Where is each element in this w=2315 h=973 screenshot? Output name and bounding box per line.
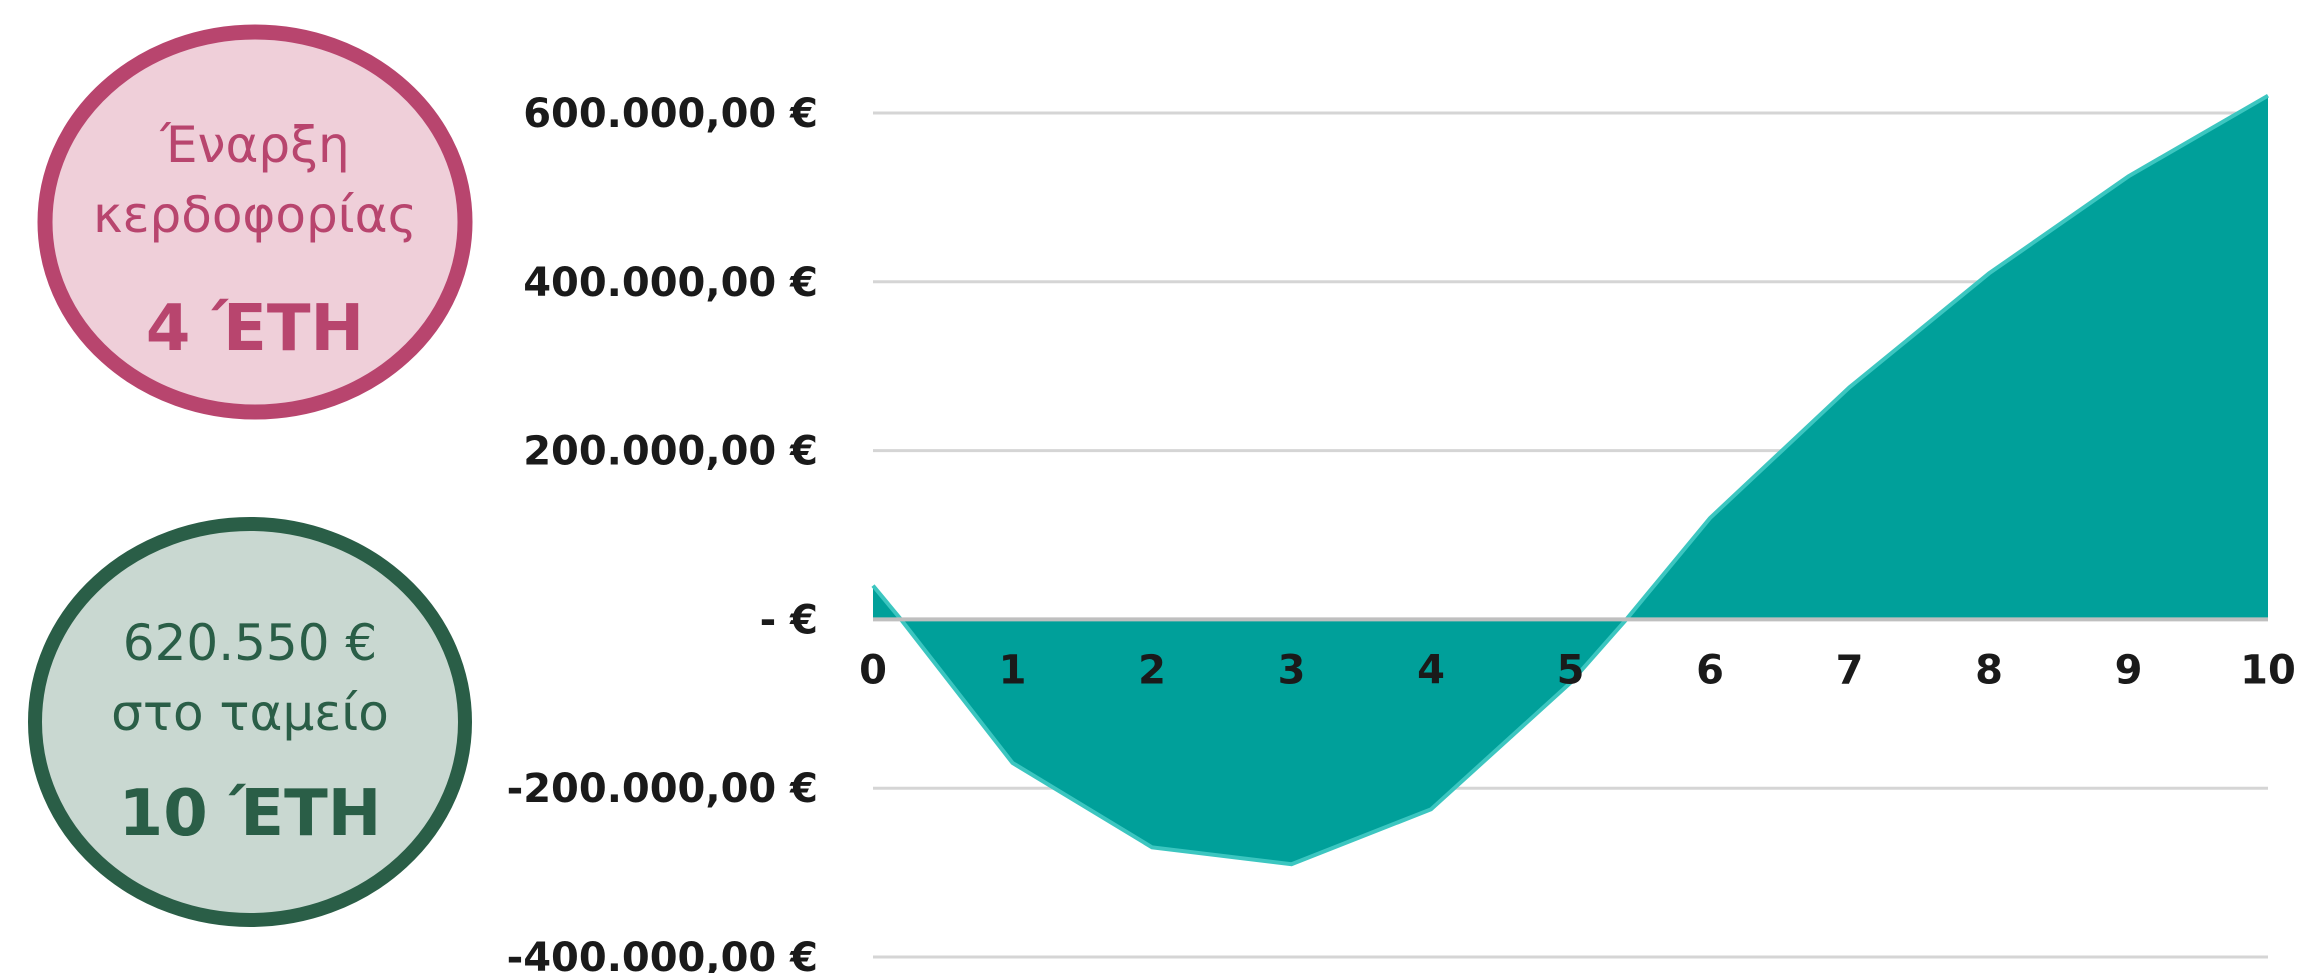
- x-tick-label: 2: [1138, 647, 1166, 693]
- profit-start-value: 4 ΈΤΗ: [146, 292, 364, 366]
- y-tick-label: -400.000,00 €: [507, 935, 818, 973]
- profit-start-badge-circle: [37, 24, 473, 420]
- x-tick-label: 9: [2115, 647, 2143, 693]
- profit-start-badge: Έναρξη κερδοφορίας 4 ΈΤΗ: [37, 24, 473, 420]
- cash-flow-area: [873, 95, 2268, 865]
- x-axis-tick-labels: 0 1 2 3 4 5 6 7 8 9 10: [859, 647, 2296, 693]
- cash-label-line2: στο ταμείο: [111, 684, 389, 742]
- y-tick-label: - €: [760, 597, 818, 643]
- x-tick-label: 6: [1696, 647, 1724, 693]
- y-tick-label: 600.000,00 €: [523, 91, 818, 137]
- x-tick-label: 8: [1975, 647, 2003, 693]
- x-tick-label: 5: [1557, 647, 1585, 693]
- y-axis-tick-labels: 600.000,00 € 400.000,00 € 200.000,00 € - € -…: [507, 91, 818, 973]
- cash-badge: 620.550 € στο ταμείο 10 ΈΤΗ: [28, 517, 472, 927]
- area-chart: 600.000,00 € 400.000,00 € 200.000,00 € - € -…: [507, 91, 2296, 973]
- x-tick-label: 7: [1836, 647, 1864, 693]
- profit-start-label-line2: κερδοφορίας: [93, 186, 417, 244]
- y-tick-label: -200.000,00 €: [507, 766, 818, 812]
- x-tick-label: 4: [1417, 647, 1445, 693]
- profit-start-label-line1: Έναρξη: [159, 116, 350, 174]
- cash-amount-label: 620.550 €: [123, 614, 377, 672]
- cash-years-value: 10 ΈΤΗ: [119, 777, 382, 851]
- x-tick-label: 10: [2240, 647, 2296, 693]
- x-tick-label: 3: [1278, 647, 1306, 693]
- y-tick-label: 200.000,00 €: [523, 429, 818, 475]
- x-tick-label: 0: [859, 647, 887, 693]
- x-tick-label: 1: [999, 647, 1027, 693]
- cash-badge-circle: [28, 517, 472, 927]
- y-tick-label: 400.000,00 €: [523, 260, 818, 306]
- cash-flow-line: [871, 93, 2270, 867]
